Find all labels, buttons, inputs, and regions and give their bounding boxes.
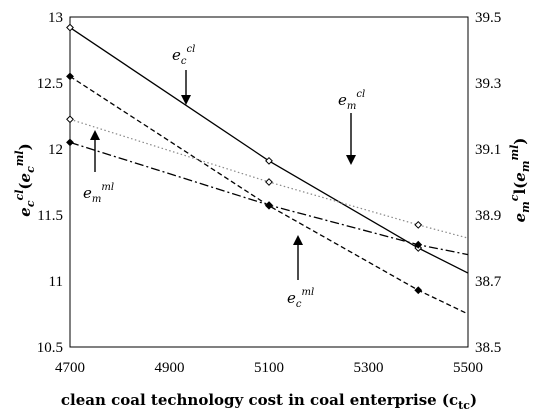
annotation-base: e (287, 289, 296, 307)
annotation-sup: cl (356, 89, 365, 100)
series-2-marker (414, 286, 423, 295)
annotation-base: e (338, 91, 347, 109)
x-tick-label: 4900 (155, 360, 185, 376)
series-line-4 (69, 141, 469, 256)
x-tick-labels: 4700 4900 5100 5300 5500 (55, 360, 483, 376)
yr-sub2: m (519, 161, 532, 173)
x-axis-title-sub: tc (458, 399, 470, 412)
yl-sup1: cl (13, 190, 26, 201)
yr-paren: ) (511, 138, 529, 145)
y-right-tick-label: 38.7 (475, 274, 502, 290)
series-1-marker (66, 23, 74, 32)
x-tick-label: 4700 (55, 360, 85, 376)
series-1-marker (265, 156, 273, 165)
yl-paren2: ) (16, 143, 34, 150)
y-left-tick-label: 10.5 (37, 340, 63, 356)
series-line-1 (69, 27, 469, 274)
annotation-base: e (172, 46, 181, 64)
yr-sub1: m (519, 201, 532, 213)
annotation-base: e (83, 184, 92, 202)
annotation-label: ecml (287, 287, 314, 310)
plot-area-frame (69, 16, 469, 348)
annotation-label: emml (83, 182, 114, 205)
x-tick-label: 5300 (354, 360, 384, 376)
series-line-2 (69, 75, 469, 315)
y-right-tick-label: 38.9 (475, 208, 501, 224)
y-left-tick-label: 11 (49, 274, 63, 290)
annotation-sup: ml (101, 182, 114, 193)
yl-e2: e (16, 173, 34, 183)
y-left-tick-label: 11.5 (37, 208, 63, 224)
x-axis-title-base: clean coal technology cost in coal enter… (61, 391, 458, 409)
series-line-3 (69, 118, 469, 239)
annotation-sup: ml (302, 287, 315, 298)
series-3-marker (66, 115, 74, 124)
annotation-label: emcl (338, 89, 365, 112)
yr-e1: e (511, 213, 529, 223)
y-right-tick-label: 39.5 (475, 10, 501, 26)
y-left-axis-title: eccl(ecml) (13, 143, 37, 216)
x-tick-label: 5500 (453, 360, 483, 376)
annotation-sub: m (347, 101, 356, 112)
series-3-marker (265, 178, 273, 186)
x-axis-title-close: ) (470, 391, 477, 409)
y-left-tick-label: 12.5 (37, 76, 63, 92)
y-left-tick-label: 13 (48, 10, 63, 26)
yl-sub2: c (24, 166, 37, 173)
y-right-tick-labels: 38.5 38.7 38.9 39.1 39.3 39.5 (475, 10, 502, 356)
series-4-marker (414, 240, 423, 249)
series-4-marker (265, 201, 273, 210)
yl-sub1: c (24, 200, 37, 207)
yr-sup1: c (508, 194, 521, 201)
annotation-sub: c (296, 299, 302, 310)
y-left-tick-label: 12 (48, 142, 63, 158)
yl-paren1: ( (16, 182, 34, 189)
yr-e2: e (511, 172, 529, 182)
annotation-label: eccl (172, 44, 195, 67)
yr-sup2: ml (508, 145, 521, 161)
annotation-sub: m (92, 194, 101, 205)
yr-l: l( (511, 182, 529, 195)
yl-sup2: ml (13, 150, 26, 166)
series-2-marker (66, 72, 74, 81)
annotation-sup: cl (187, 44, 196, 55)
series-3-marker (414, 220, 423, 229)
y-right-axis-title: emcl(emml) (508, 138, 532, 223)
x-axis-title: clean coal technology cost in coal enter… (61, 391, 477, 412)
x-tick-label: 5100 (254, 360, 284, 376)
y-left-tick-labels: 10.5 11 11.5 12 12.5 13 (37, 10, 63, 356)
series-4-marker (66, 138, 74, 147)
series-layer (66, 23, 469, 315)
y-right-tick-label: 39.1 (475, 142, 501, 158)
yl-e1: e (16, 207, 34, 217)
y-right-tick-label: 38.5 (475, 340, 501, 356)
annotation-sub: c (181, 56, 187, 67)
y-right-tick-label: 39.3 (475, 76, 501, 92)
